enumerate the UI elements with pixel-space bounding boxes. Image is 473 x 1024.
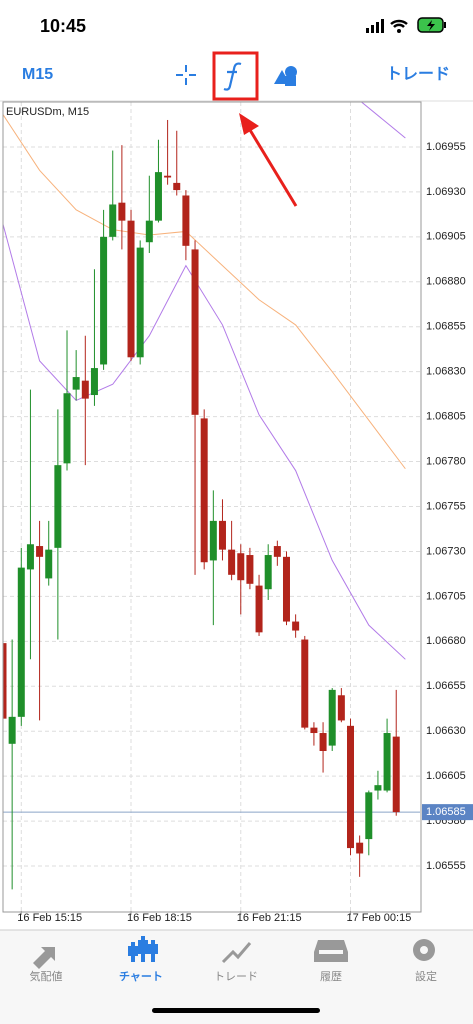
candle-body [145,220,153,243]
tab-label[interactable]: 設定 [415,969,437,983]
candle-body [90,368,98,396]
y-tick-label: 1.06680 [426,635,466,647]
y-tick-label: 1.06555 [426,860,466,872]
candle-body [136,247,144,358]
y-tick-label: 1.06830 [426,366,466,378]
candle-body [356,842,364,854]
y-tick-label: 1.06855 [426,321,466,333]
tab-label[interactable]: 気配値 [30,969,63,983]
y-tick-label: 1.06805 [426,411,466,423]
indicator-button[interactable] [212,51,259,101]
tab-label[interactable]: チャート [119,970,163,983]
candle-body [191,249,199,415]
candle-body [81,380,89,399]
crosshair-button[interactable] [176,65,196,85]
objects-button[interactable] [274,66,297,86]
tab-label[interactable]: 履歴 [320,970,342,983]
x-tick-label: 16 Feb 18:15 [127,912,192,924]
candle-body [392,736,400,813]
candle-body [246,555,254,584]
candle-body [45,549,53,579]
candle-body [118,202,126,221]
x-tick-label: 16 Feb 15:15 [17,912,82,924]
candle-body [26,544,34,570]
y-tick-label: 1.06630 [426,725,466,737]
tab-icon [33,936,435,969]
axes: 1.06955 1.06930 1.06905 1.06880 1.06855 1.068… [17,141,473,924]
candle-body [173,182,181,191]
candle-body [383,733,391,791]
y-tick-label: 1.06905 [426,231,466,243]
timeframe-button[interactable]: M15 [22,66,53,83]
candle-body [17,567,25,717]
candle-body [209,520,217,561]
indicator-line [3,114,406,470]
y-tick-label: 1.06880 [426,276,466,288]
candle-body [54,465,62,548]
candle-body [154,172,162,221]
y-tick-label: 1.06780 [426,455,466,467]
y-tick-label: 1.06930 [426,186,466,198]
candle-body [328,689,336,746]
candle-body [72,377,80,390]
y-tick-label: 1.06755 [426,500,466,512]
candle-body [310,727,318,734]
candle-body [264,555,272,590]
x-tick-label: 16 Feb 21:15 [237,912,302,924]
trade-button[interactable]: トレード [386,66,450,83]
candle-body [282,556,290,622]
home-indicator [152,1008,320,1013]
candle-body [127,220,135,358]
candle-body [164,175,172,178]
grid [3,102,420,911]
candle-body [319,733,327,751]
candle-body [365,792,373,840]
status-time: 10:45 [40,16,86,36]
plot-frame [2,101,422,913]
x-tick-label: 17 Feb 00:15 [347,912,412,924]
candle-body [36,546,44,557]
candle-body [109,204,117,237]
candle-body [218,520,226,550]
chart-title: EURUSDm, M15 [6,106,89,118]
status-icons [366,17,446,33]
candle-body [337,695,345,721]
candle-body [182,195,190,246]
current-price-label: 1.06585 [426,806,466,818]
indicator-line [360,102,406,139]
candle-body [292,621,300,631]
candle-body [273,546,281,557]
candle-body [255,585,263,633]
y-tick-label: 1.06705 [426,590,466,602]
y-tick-label: 1.06655 [426,680,466,692]
candle-body [374,785,382,791]
y-tick-label: 1.06955 [426,141,466,153]
candle-body [8,716,16,744]
candle-body [237,553,245,581]
current-price-box [422,804,473,821]
candle-body [347,725,354,849]
candle-body [100,236,108,365]
candle-body [200,418,208,563]
candle-body [301,639,309,728]
y-tick-label: 1.06605 [426,770,466,782]
tab-label[interactable]: トレード [214,971,258,983]
y-tick-label: 1.06730 [426,545,466,557]
candle-body [63,393,71,464]
candle-body [228,549,236,575]
candle-body [3,643,7,719]
tab-labels: 気配値 チャート トレード 履歴 設定 [30,969,438,983]
annotation-arrow [239,113,298,207]
plot-area [3,102,420,890]
